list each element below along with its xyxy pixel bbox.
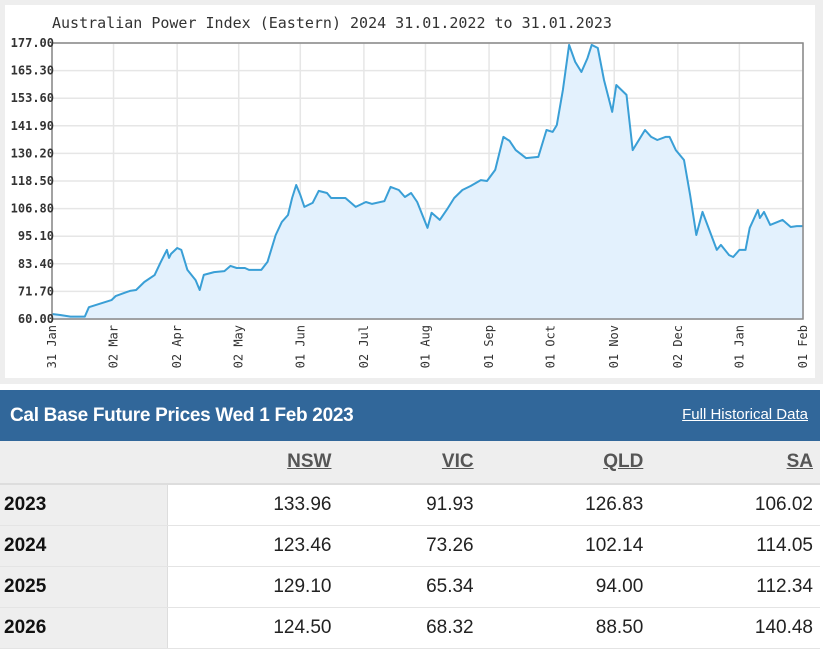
y-tick-label: 83.40 <box>18 257 54 271</box>
price-cell: 133.96 <box>168 484 339 526</box>
y-tick-label: 95.10 <box>18 229 54 243</box>
x-tick-label: 31 Jan <box>45 325 59 368</box>
price-cell: 73.26 <box>338 526 480 567</box>
full-historical-data-link[interactable]: Full Historical Data <box>682 406 808 423</box>
chart-title: Australian Power Index (Eastern) 2024 31… <box>52 14 612 32</box>
chart-panel: Australian Power Index (Eastern) 2024 31… <box>0 0 823 384</box>
x-tick-label: 01 Jun <box>293 325 307 368</box>
price-cell: 129.10 <box>168 567 339 608</box>
y-tick-label: 130.20 <box>11 146 54 160</box>
year-cell: 2023 <box>0 484 168 526</box>
x-tick-label: 01 Sep <box>482 325 496 368</box>
empty-header-cell <box>0 441 168 484</box>
price-index-chart: Australian Power Index (Eastern) 2024 31… <box>0 0 823 384</box>
x-tick-label: 01 Nov <box>607 325 621 368</box>
x-tick-label: 02 Apr <box>170 325 184 368</box>
price-cell: 140.48 <box>650 608 820 649</box>
column-header-qld: QLD <box>481 441 651 484</box>
x-tick-label: 02 May <box>232 325 246 368</box>
table-header-row: NSW VIC QLD SA <box>0 441 820 484</box>
year-cell: 2026 <box>0 608 168 649</box>
price-cell: 126.83 <box>481 484 651 526</box>
price-cell: 106.02 <box>650 484 820 526</box>
price-cell: 124.50 <box>168 608 339 649</box>
column-header-nsw: NSW <box>168 441 339 484</box>
chart-background <box>5 5 815 378</box>
x-tick-label: 01 Aug <box>418 325 432 368</box>
y-tick-label: 118.50 <box>11 174 54 188</box>
column-header-sa: SA <box>650 441 820 484</box>
x-tick-label: 02 Jul <box>357 325 371 368</box>
x-tick-label: 01 Jan <box>732 325 746 368</box>
y-tick-label: 165.30 <box>11 64 54 78</box>
price-cell: 65.34 <box>338 567 480 608</box>
y-tick-label: 106.80 <box>11 202 54 216</box>
y-tick-label: 177.00 <box>11 36 54 50</box>
price-cell: 102.14 <box>481 526 651 567</box>
price-cell: 112.34 <box>650 567 820 608</box>
y-tick-label: 60.00 <box>18 312 54 326</box>
y-tick-label: 141.90 <box>11 119 54 133</box>
year-cell: 2025 <box>0 567 168 608</box>
year-cell: 2024 <box>0 526 168 567</box>
table-header-bar: Cal Base Future Prices Wed 1 Feb 2023 Fu… <box>0 390 820 441</box>
price-cell: 88.50 <box>481 608 651 649</box>
price-cell: 68.32 <box>338 608 480 649</box>
sort-sa-link[interactable]: SA <box>787 451 813 472</box>
sort-vic-link[interactable]: VIC <box>442 451 474 472</box>
x-tick-label: 01 Oct <box>544 325 558 368</box>
y-tick-label: 153.60 <box>11 91 54 105</box>
price-cell: 94.00 <box>481 567 651 608</box>
sort-qld-link[interactable]: QLD <box>603 451 643 472</box>
x-tick-label: 02 Mar <box>107 325 121 368</box>
x-tick-label: 02 Dec <box>671 325 685 368</box>
x-tick-label: 01 Feb <box>796 325 810 368</box>
price-cell: 123.46 <box>168 526 339 567</box>
table-title: Cal Base Future Prices Wed 1 Feb 2023 <box>10 405 353 427</box>
sort-nsw-link[interactable]: NSW <box>287 451 331 472</box>
column-header-vic: VIC <box>338 441 480 484</box>
y-tick-label: 71.70 <box>18 284 54 298</box>
price-cell: 114.05 <box>650 526 820 567</box>
price-cell: 91.93 <box>338 484 480 526</box>
